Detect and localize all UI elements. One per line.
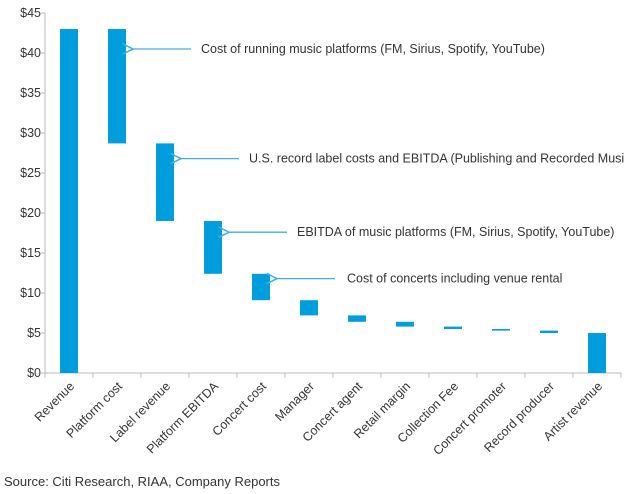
bar-4 <box>252 273 270 301</box>
annotation-text: U.S. record label costs and EBITDA (Publ… <box>249 152 624 166</box>
y-tick-label: $20 <box>20 206 41 220</box>
bar-11 <box>588 333 606 373</box>
waterfall-chart: $0$5$10$15$20$25$30$35$40$45RevenuePlatf… <box>20 6 624 458</box>
bar-6 <box>348 315 366 322</box>
bar-0 <box>60 29 78 373</box>
y-tick-label: $15 <box>20 246 41 260</box>
bar-10 <box>540 330 558 333</box>
annotation-text: EBITDA of music platforms (FM, Sirius, S… <box>297 225 614 239</box>
x-tick-label: Manager <box>272 379 317 424</box>
bar-1 <box>108 29 126 144</box>
bar-3 <box>204 221 222 274</box>
annotation-text: Cost of running music platforms (FM, Sir… <box>201 42 545 56</box>
y-tick-label: $45 <box>20 6 41 20</box>
bar-9 <box>492 329 510 331</box>
y-tick-label: $0 <box>27 366 41 380</box>
y-tick-label: $10 <box>20 286 41 300</box>
y-tick-label: $30 <box>20 126 41 140</box>
bar-5 <box>300 300 318 316</box>
y-tick-label: $25 <box>20 166 41 180</box>
x-tick-label: Revenue <box>32 379 77 424</box>
y-tick-label: $5 <box>27 326 41 340</box>
annotation-text: Cost of concerts including venue rental <box>347 272 562 286</box>
y-tick-label: $35 <box>20 86 41 100</box>
bar-7 <box>396 321 414 327</box>
bar-2 <box>156 143 174 221</box>
y-tick-label: $40 <box>20 46 41 60</box>
bar-8 <box>444 326 462 329</box>
source-note: Source: Citi Research, RIAA, Company Rep… <box>4 474 280 489</box>
